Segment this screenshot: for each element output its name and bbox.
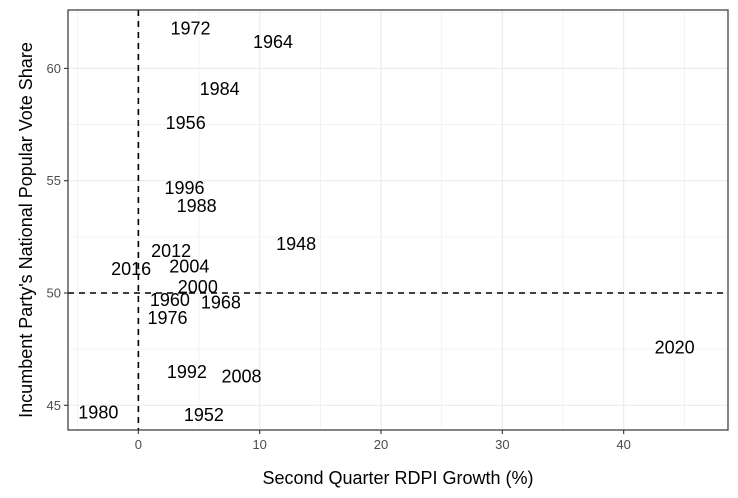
point-label-2020: 2020: [655, 337, 695, 357]
point-label-1964: 1964: [253, 32, 293, 52]
point-label-1988: 1988: [177, 196, 217, 216]
x-tick-label: 10: [252, 437, 266, 452]
y-tick-label: 60: [47, 61, 61, 76]
x-tick-label: 40: [616, 437, 630, 452]
point-label-2008: 2008: [221, 367, 261, 387]
point-label-1948: 1948: [276, 234, 316, 254]
point-label-2004: 2004: [169, 257, 209, 277]
plot-panel-border: [67, 9, 729, 431]
point-label-1968: 1968: [201, 292, 241, 312]
point-label-1984: 1984: [200, 79, 240, 99]
x-tick-label: 0: [135, 437, 142, 452]
point-label-1960: 1960: [150, 290, 190, 310]
point-label-1980: 1980: [78, 403, 118, 423]
y-tick-label: 45: [47, 398, 61, 413]
y-tick-label: 55: [47, 173, 61, 188]
point-label-2012: 2012: [151, 241, 191, 261]
point-label-2016: 2016: [111, 259, 151, 279]
point-label-1956: 1956: [166, 113, 206, 133]
reference-lines: [68, 10, 728, 430]
x-tick-label: 30: [495, 437, 509, 452]
point-labels: 1948 1952 1956 1960 1964 1968 1972 1976 1980 1984…: [78, 18, 694, 424]
point-label-2000: 2000: [178, 277, 218, 297]
x-axis-title: Second Quarter RDPI Growth (%): [262, 468, 533, 488]
point-label-1976: 1976: [147, 308, 187, 328]
y-axis-title: Incumbent Party's National Popular Vote …: [16, 42, 36, 418]
point-label-1992: 1992: [167, 362, 207, 382]
x-tick-label: 20: [374, 437, 388, 452]
point-label-1996: 1996: [164, 178, 204, 198]
y-tick-label: 50: [47, 285, 61, 300]
point-label-1972: 1972: [171, 18, 211, 38]
axis-ticks: 0 10 20 30 40 45 50 55 60: [47, 61, 631, 452]
point-label-1952: 1952: [184, 405, 224, 425]
